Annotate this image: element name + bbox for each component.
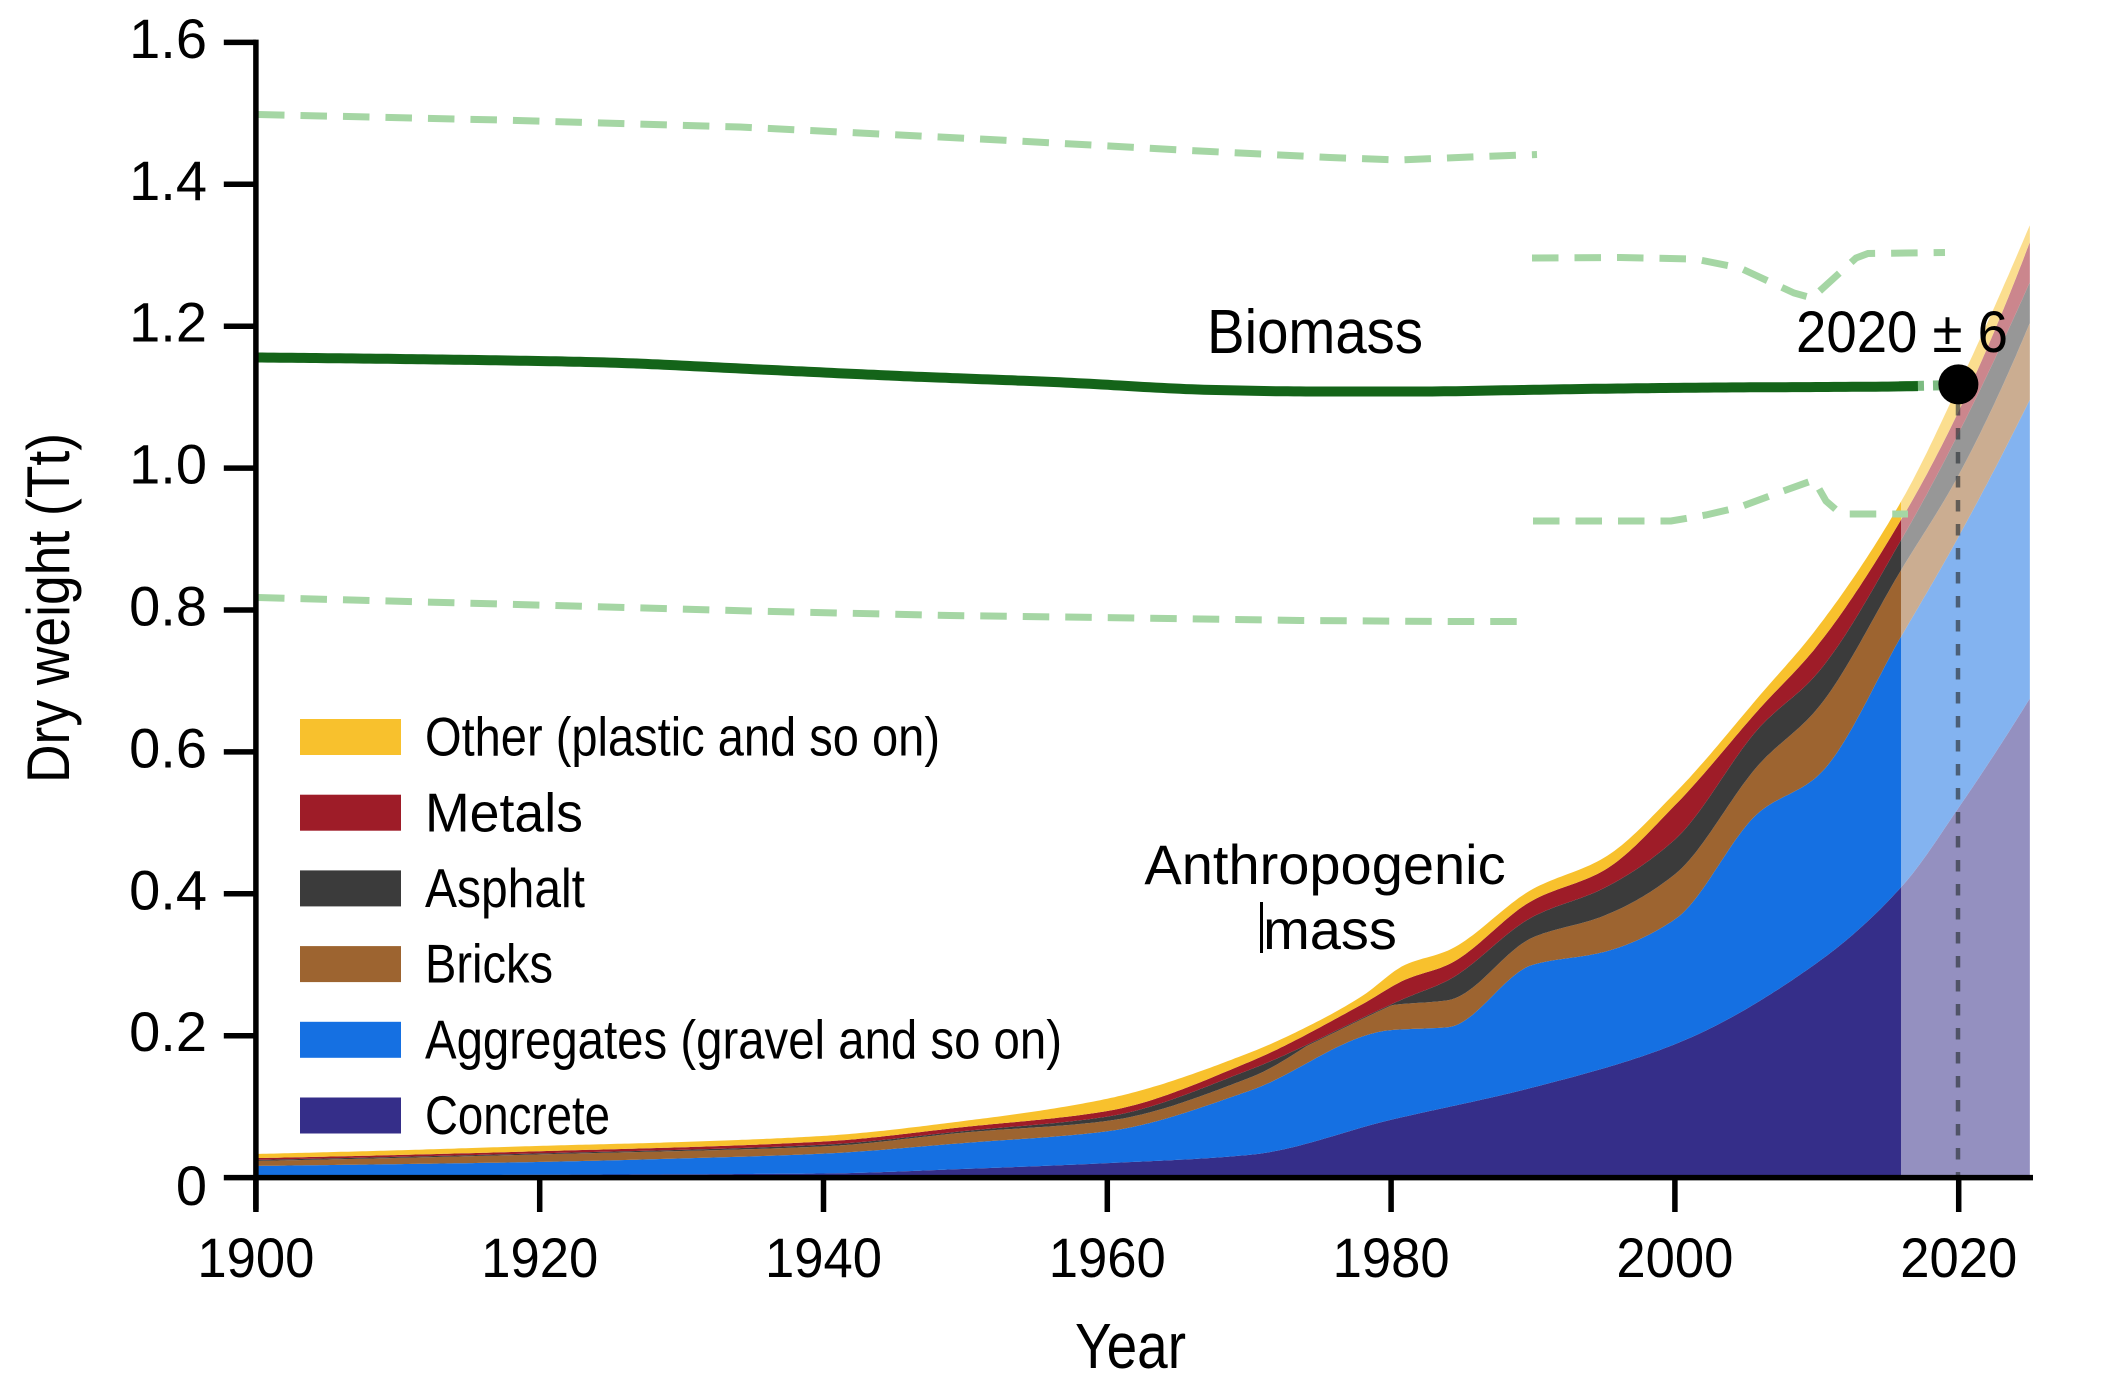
svg-text:1940: 1940: [765, 1226, 882, 1289]
svg-text:0.8: 0.8: [129, 575, 207, 638]
svg-text:0.2: 0.2: [129, 1000, 207, 1063]
svg-text:mass: mass: [1263, 898, 1397, 961]
svg-text:1900: 1900: [197, 1226, 314, 1289]
svg-text:Bricks: Bricks: [425, 933, 553, 995]
svg-text:Concrete: Concrete: [425, 1084, 610, 1146]
svg-text:1980: 1980: [1333, 1226, 1450, 1289]
svg-text:Aggregates (gravel and so on): Aggregates (gravel and so on): [425, 1008, 1062, 1070]
svg-text:Biomass: Biomass: [1207, 298, 1423, 367]
svg-text:2000: 2000: [1616, 1226, 1733, 1289]
svg-text:0: 0: [176, 1154, 207, 1217]
svg-text:0.6: 0.6: [129, 716, 207, 779]
svg-text:Other (plastic and so on): Other (plastic and so on): [425, 706, 940, 768]
svg-text:2020 ± 6: 2020 ± 6: [1796, 300, 2008, 365]
svg-text:1960: 1960: [1049, 1226, 1166, 1289]
svg-text:Metals: Metals: [425, 781, 583, 843]
svg-text:Asphalt: Asphalt: [425, 857, 585, 919]
svg-text:1.0: 1.0: [129, 433, 207, 496]
svg-text:1.2: 1.2: [129, 291, 207, 354]
svg-text:Dry weight (Tt): Dry weight (Tt): [15, 433, 82, 783]
svg-text:Year: Year: [1075, 1310, 1186, 1382]
svg-text:0.4: 0.4: [129, 858, 207, 921]
svg-text:1.6: 1.6: [129, 7, 207, 70]
svg-text:1.4: 1.4: [129, 149, 207, 212]
svg-text:2020: 2020: [1900, 1226, 2017, 1289]
svg-text:1920: 1920: [481, 1226, 598, 1289]
svg-text:Anthropogenic: Anthropogenic: [1144, 833, 1505, 896]
